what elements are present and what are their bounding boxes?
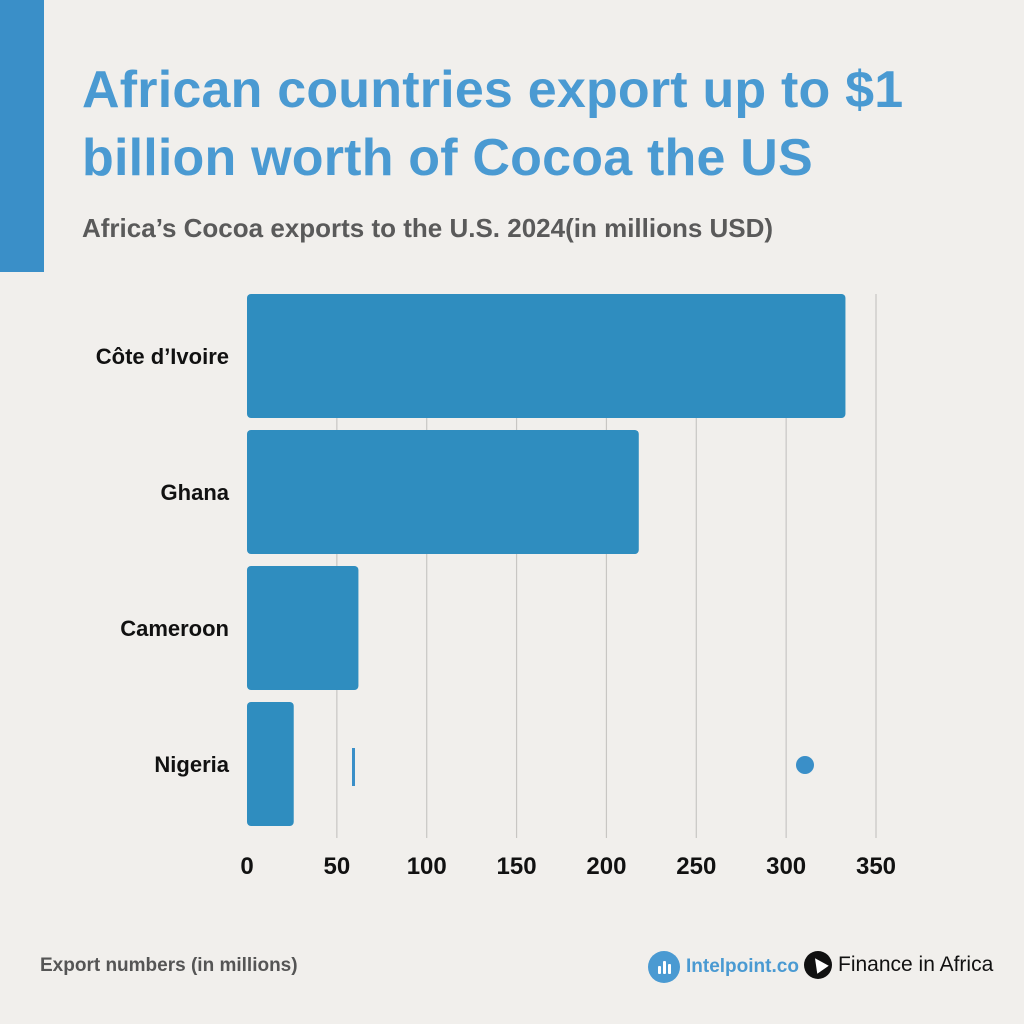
category-label: Côte d’Ivoire [96,344,229,369]
x-tick-label: 250 [676,853,716,880]
brand-finance-in-africa[interactable]: Finance in Africa [804,951,993,979]
bar-chart-icon [648,951,680,983]
bar-layer [247,294,846,826]
x-tick-label: 50 [324,853,351,880]
accent-bar [0,0,44,272]
label-layer: Côte d’Ivoire Ghana Cameroon Nigeria [96,344,230,777]
x-tick-label: 0 [240,853,253,880]
brand-intelpoint[interactable]: Intelpoint.co [648,951,799,983]
brand-intelpoint-label: Intelpoint.co [686,956,799,977]
category-label: Nigeria [154,752,229,777]
x-tick-label: 100 [407,853,447,880]
brand-finance-label: Finance in Africa [838,953,994,976]
x-tick-label: 300 [766,853,806,880]
bar-ghana [247,430,639,554]
x-tick-label: 200 [586,853,626,880]
category-label: Cameroon [120,616,229,641]
bar-nigeria [247,702,294,826]
africa-map-icon [804,951,832,979]
category-label: Ghana [161,480,230,505]
bar-c-te-d-ivoire [247,294,846,418]
bar-cameroon [247,566,359,690]
page-title: African countries export up to $1 billio… [82,61,904,187]
x-tick-label: 350 [856,853,896,880]
nigeria-cursor-mark [352,748,355,786]
page-subtitle: Africa’s Cocoa exports to the U.S. 2024(… [82,213,774,243]
x-tick-label: 150 [497,853,537,880]
bar-chart: Côte d’Ivoire Ghana Cameroon Nigeria 0 50 100… [96,294,896,880]
nigeria-dot-mark [796,756,814,774]
footnote: Export numbers (in millions) [40,955,298,976]
tick-layer: 0 50 100 150 200 250 300 350 [240,853,896,880]
